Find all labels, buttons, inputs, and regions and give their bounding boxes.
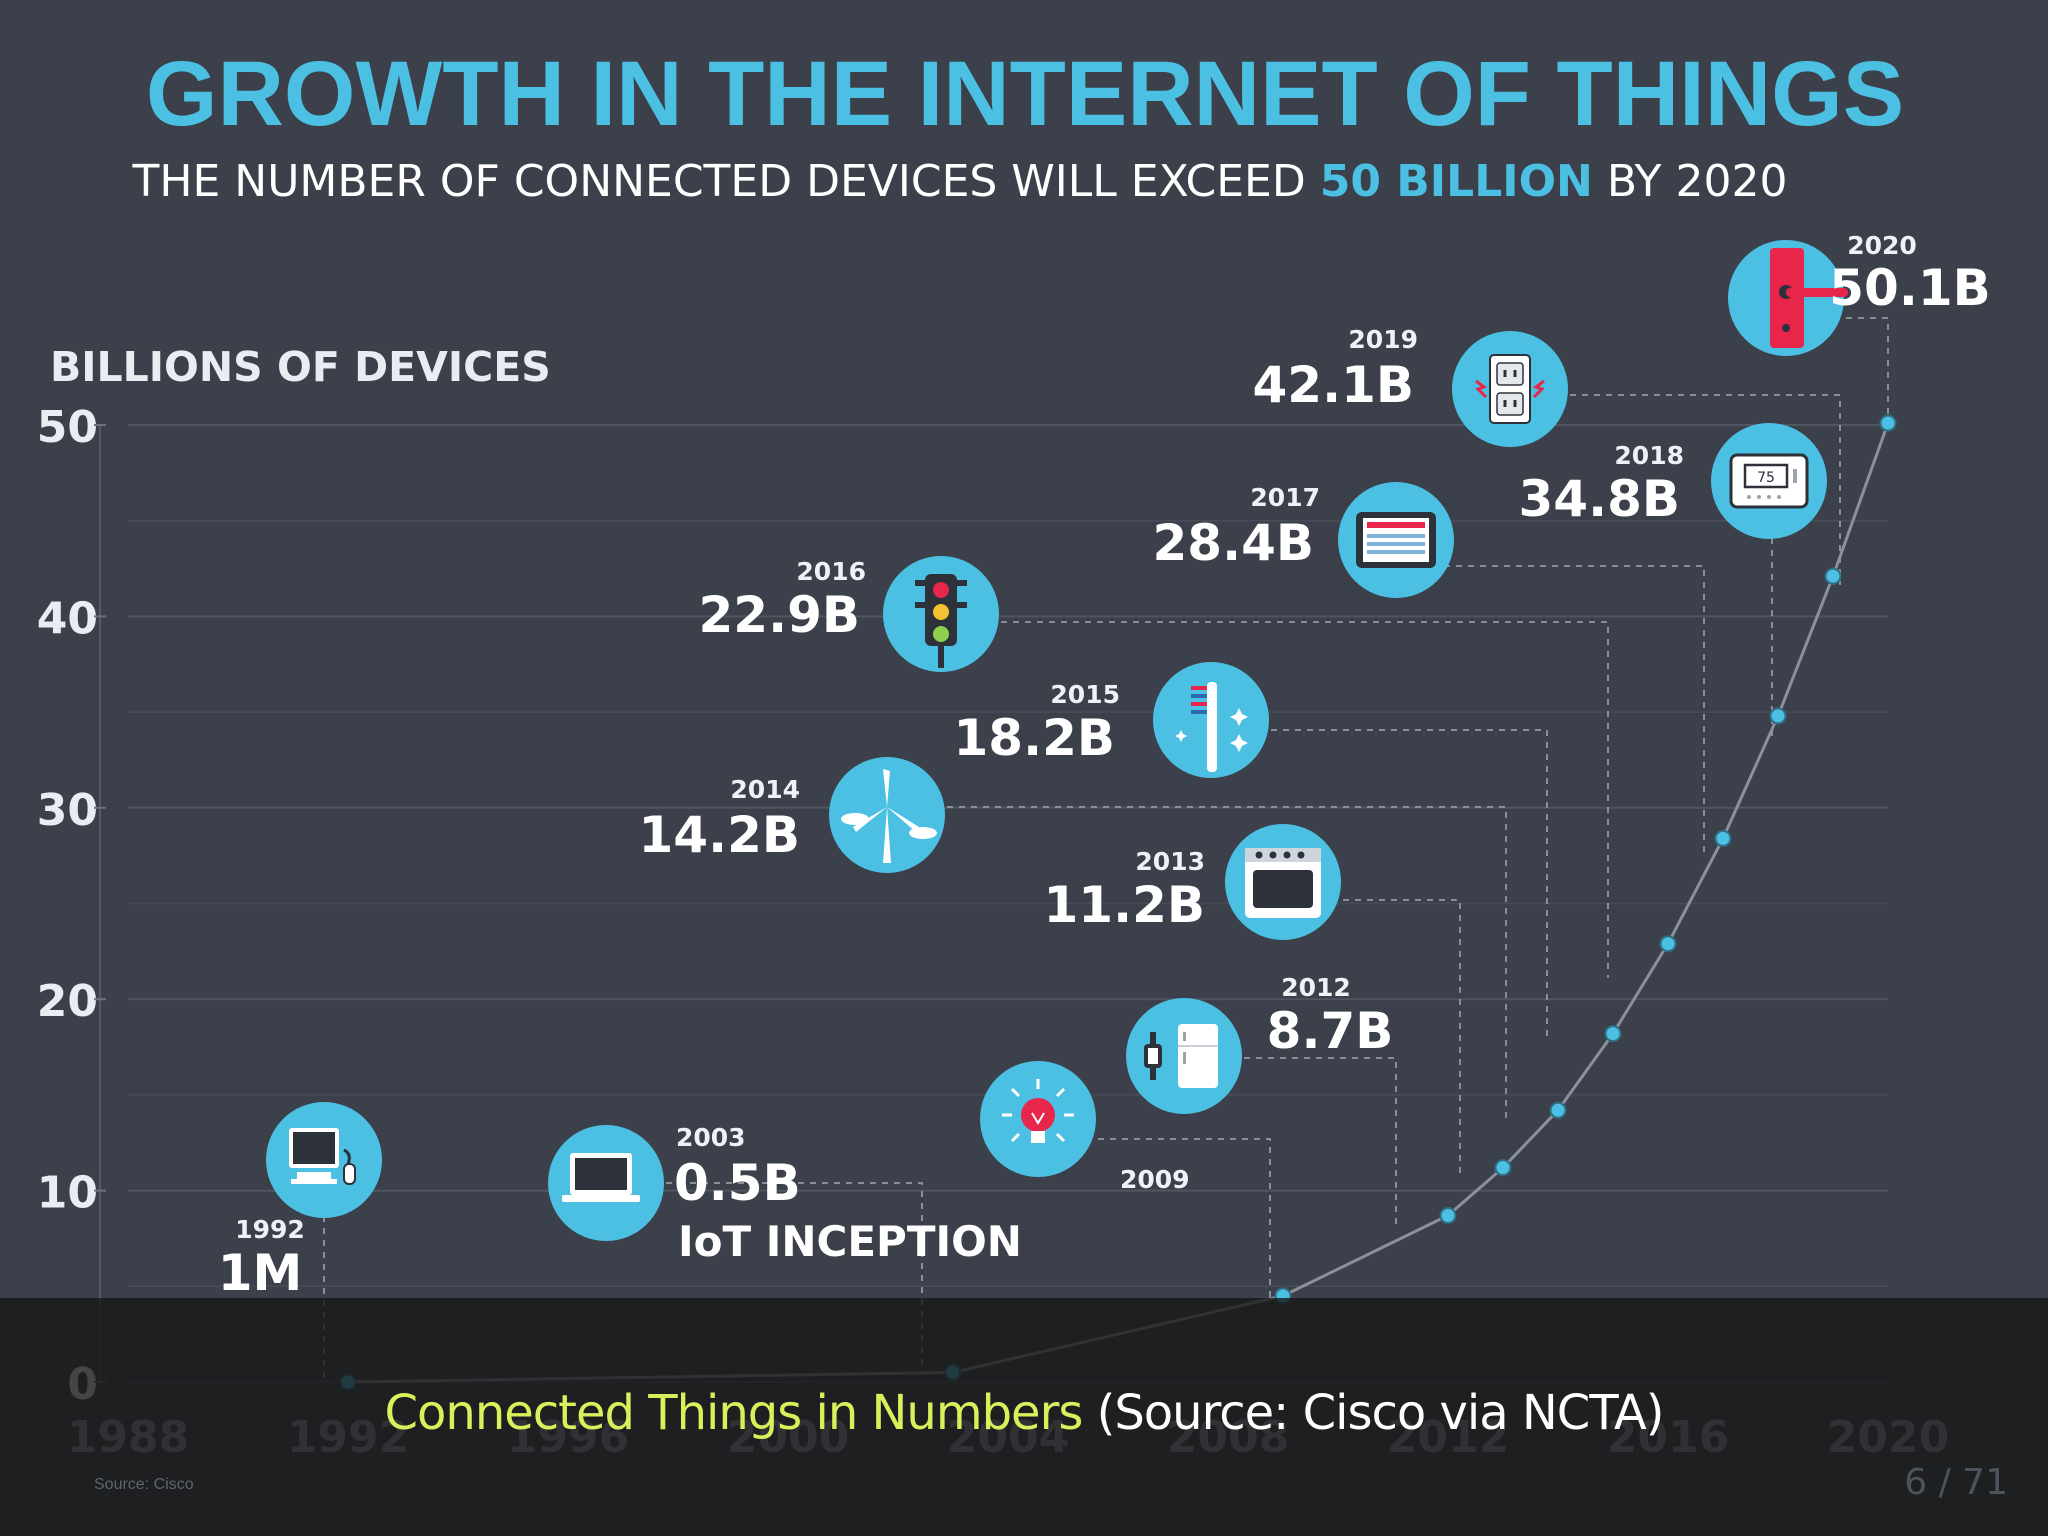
caption-link[interactable]: Connected Things in Numbers [384, 1385, 1084, 1441]
value-label: 11.2B [1044, 876, 1205, 934]
data-point [1494, 1159, 1512, 1177]
leader-line [1786, 317, 1889, 432]
wind-turbine-icon [841, 769, 937, 863]
icon-badge [1126, 998, 1242, 1114]
subtitle-text-post: BY 2020 [1593, 156, 1788, 207]
icon-badge [1728, 240, 1848, 356]
year-label: 2009 [1120, 1165, 1190, 1194]
chart-source-note: Source: Cisco [94, 1476, 194, 1493]
slide-caption: Connected Things in Numbers (Source: Cis… [0, 1385, 2048, 1441]
value-label: 14.2B [639, 806, 800, 864]
year-label: 2003 [676, 1123, 746, 1152]
icon-layer: 75 [266, 240, 1848, 1241]
y-tick-label: 20 [37, 976, 98, 1027]
leader-line [941, 621, 1609, 978]
leader-line [1211, 729, 1548, 1040]
door-handle-icon [1770, 248, 1848, 348]
thermostat-icon: 75 [1729, 453, 1809, 509]
icon-badge: 75 [1711, 423, 1827, 539]
year-label: 2020 [1847, 231, 1917, 260]
icon-badge [1452, 331, 1568, 447]
value-label: 50.1B [1829, 259, 1990, 317]
subtitle-highlight: 50 BILLION [1320, 156, 1593, 207]
value-label: 18.2B [954, 709, 1115, 767]
data-point [1714, 829, 1732, 847]
value-label: 34.8B [1519, 470, 1680, 528]
value-label: 8.7B [1267, 1002, 1394, 1060]
data-point [1604, 1025, 1622, 1043]
leader-line [1184, 1057, 1397, 1228]
data-point [1769, 707, 1787, 725]
thermostat-display: 75 [1757, 470, 1775, 486]
value-label: 1M [218, 1244, 303, 1302]
value-label: 0.5B [674, 1154, 801, 1212]
icon-badge [1338, 482, 1454, 598]
caption-source: (Source: Cisco via NCTA) [1082, 1385, 1665, 1441]
value-label: 22.9B [699, 586, 860, 644]
chart-subtitle: THE NUMBER OF CONNECTED DEVICES WILL EXC… [132, 156, 1788, 207]
y-tick-label: 40 [37, 593, 98, 644]
power-outlet-icon [1475, 354, 1545, 424]
data-point [1659, 935, 1677, 953]
year-label: 2019 [1348, 325, 1418, 354]
icon-badge [883, 556, 999, 672]
tablet-icon [1356, 512, 1436, 568]
icon-badge [1153, 662, 1269, 778]
icon-badge [1225, 824, 1341, 940]
y-axis-label: BILLIONS OF DEVICES [50, 343, 551, 391]
toothbrush-icon [1175, 682, 1248, 772]
desktop-computer-icon [289, 1128, 356, 1185]
data-point [1439, 1206, 1457, 1224]
leader-line [1283, 899, 1461, 1176]
value-label: 28.4B [1153, 514, 1314, 572]
icon-badge [266, 1102, 382, 1218]
connector-layer [323, 317, 1889, 1380]
data-point [1824, 567, 1842, 585]
year-label: 1992 [235, 1215, 305, 1244]
year-label: 2018 [1614, 441, 1684, 470]
y-tick-label: 10 [37, 1168, 98, 1219]
page-indicator: 6 / 71 [1904, 1462, 2008, 1503]
year-label: 2017 [1250, 483, 1320, 512]
leader-line [606, 1182, 923, 1370]
year-label: 2016 [796, 557, 866, 586]
subtitle-text-pre: THE NUMBER OF CONNECTED DEVICES WILL EXC… [132, 156, 1320, 207]
value-label: 42.1B [1253, 356, 1414, 414]
year-label: 2013 [1135, 847, 1205, 876]
y-tick-label: 30 [37, 785, 98, 836]
oven-icon [1245, 848, 1321, 918]
light-bulb-icon [1002, 1079, 1074, 1143]
leader-line [1038, 1138, 1271, 1302]
traffic-light-icon [915, 574, 967, 668]
leader-line [887, 806, 1507, 1122]
icon-badge [548, 1125, 664, 1241]
annotation-note: IoT INCEPTION [678, 1217, 1022, 1266]
icon-badge [829, 757, 945, 873]
year-label: 2015 [1050, 680, 1120, 709]
icon-badge [980, 1061, 1096, 1177]
watch-fridge-icon [1144, 1024, 1218, 1088]
leader-line [1510, 394, 1841, 585]
data-point [1549, 1101, 1567, 1119]
data-point [1879, 414, 1897, 432]
laptop-icon [562, 1153, 640, 1202]
year-label: 2012 [1281, 973, 1351, 1002]
year-label: 2014 [730, 775, 800, 804]
chart-title: GROWTH IN THE INTERNET OF THINGS [146, 43, 1904, 145]
y-tick-label: 50 [37, 402, 98, 453]
caption-bar [0, 1298, 2048, 1536]
